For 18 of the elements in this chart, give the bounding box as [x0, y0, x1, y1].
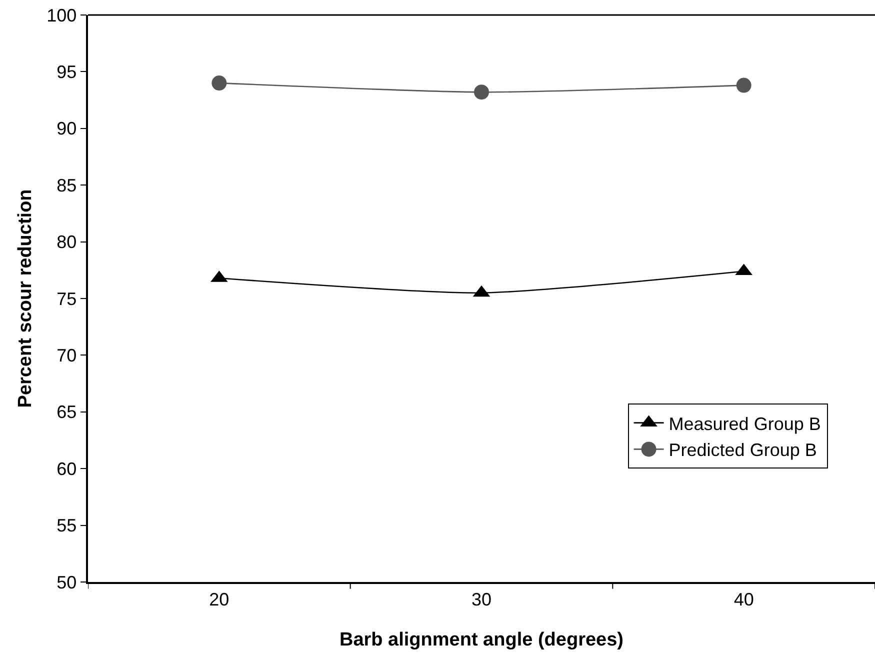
y-tick-label: 80: [56, 232, 77, 252]
x-tick-label: 20: [209, 589, 230, 610]
y-tick-label: 75: [56, 288, 77, 309]
y-tick-label: 90: [56, 118, 77, 139]
y-tick-label: 70: [56, 346, 77, 366]
y-tick-label: 55: [56, 516, 77, 536]
y-tick-label: 100: [46, 5, 77, 26]
y-tick-label: 60: [56, 458, 77, 479]
y-tick-label: 95: [56, 62, 77, 82]
y-tick-label: 65: [56, 402, 77, 422]
x-tick-label: 40: [734, 589, 754, 610]
legend-label: Predicted Group B: [668, 440, 817, 460]
x-tick-label: 30: [471, 589, 492, 610]
y-axis-title: Percent scour reduction: [14, 189, 36, 408]
x-axis-title: Barb alignment angle (degrees): [339, 630, 624, 651]
legend-label: Measured Group B: [668, 414, 821, 434]
y-tick-label: 85: [56, 175, 77, 196]
y-tick-label: 50: [56, 572, 77, 592]
